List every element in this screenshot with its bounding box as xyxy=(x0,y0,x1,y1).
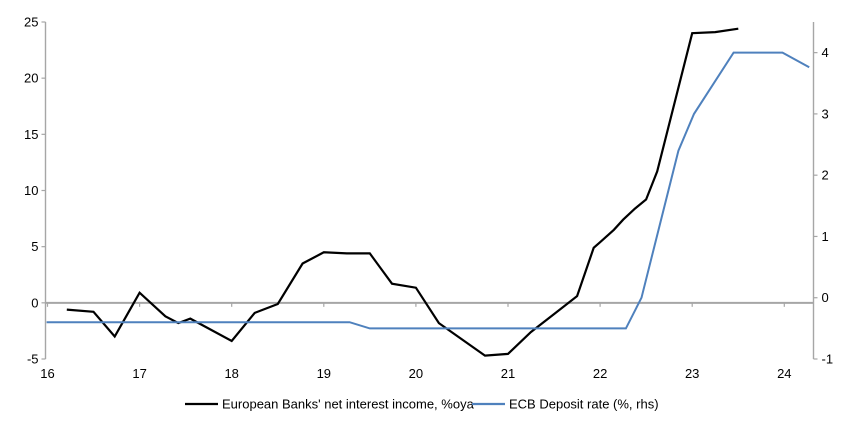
x-axis-tick-label: 23 xyxy=(685,366,699,381)
legend-label-net-interest-income: European Banks' net interest income, %oy… xyxy=(222,397,475,412)
x-axis-tick-label: 19 xyxy=(317,366,331,381)
series-line-ecb-deposit-rate xyxy=(46,51,810,330)
y-axis-right-tick-label: -1 xyxy=(822,352,834,367)
x-axis-tick-label: 21 xyxy=(501,366,515,381)
y-axis-right-tick-label: 0 xyxy=(822,290,829,305)
x-axis-tick-label: 20 xyxy=(409,366,423,381)
series-layer xyxy=(46,27,810,357)
y-axis-left-tick-label: 0 xyxy=(31,295,38,310)
y-axis-right-tick-label: 1 xyxy=(822,229,829,244)
x-axis-tick-label: 18 xyxy=(224,366,238,381)
y-axis-left-tick-label: 20 xyxy=(24,71,38,86)
y-axis-left-tick-label: 15 xyxy=(24,127,38,142)
legend: European Banks' net interest income, %oy… xyxy=(185,397,659,412)
y-axis-right-tick-label: 3 xyxy=(822,106,829,121)
x-axis-tick-label: 24 xyxy=(777,366,791,381)
y-axis-right-tick-label: 4 xyxy=(822,45,829,60)
y-axis-left-tick-label: 5 xyxy=(31,239,38,254)
y-axis-left-tick-label: -5 xyxy=(27,352,39,367)
y-axis-left-tick-label: 25 xyxy=(24,15,38,30)
y-axis-left-tick-label: 10 xyxy=(24,183,38,198)
x-axis-tick-label: 22 xyxy=(593,366,607,381)
x-axis-tick-label: 17 xyxy=(132,366,146,381)
y-axis-right-tick-label: 2 xyxy=(822,168,829,183)
x-axis-tick-label: 16 xyxy=(40,366,54,381)
legend-label-ecb-deposit-rate: ECB Deposit rate (%, rhs) xyxy=(509,397,659,412)
